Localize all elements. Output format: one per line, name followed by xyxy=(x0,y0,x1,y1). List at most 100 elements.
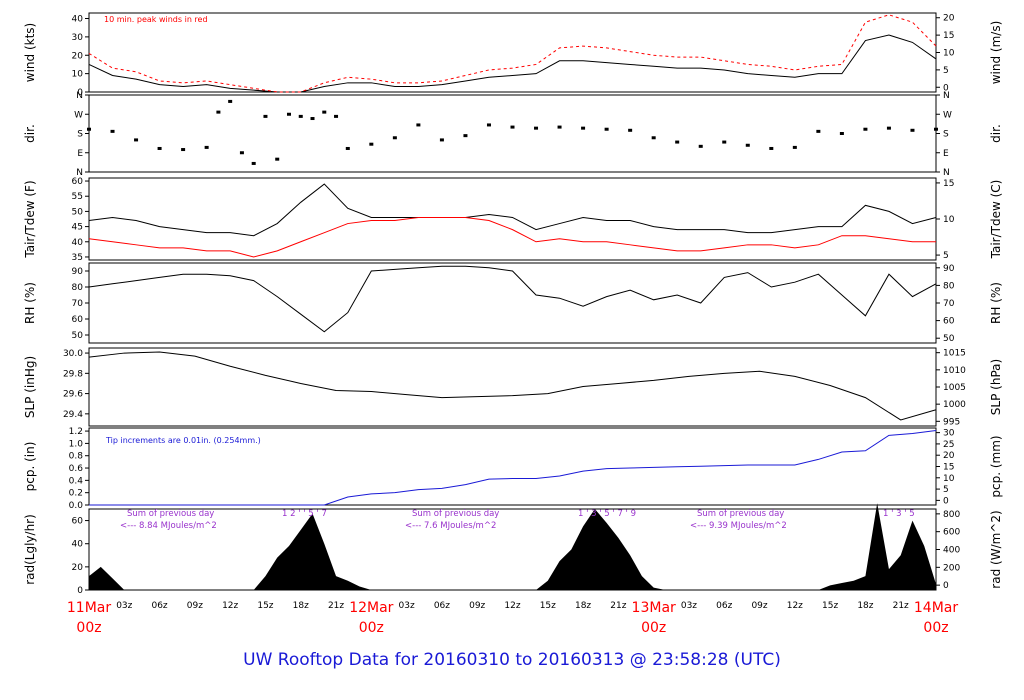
rad-annotation-title: Sum of previous day xyxy=(412,509,499,519)
tick-label-left-temperature: 45 xyxy=(72,223,83,233)
day-label-date: 12Mar xyxy=(349,600,393,616)
dir-point xyxy=(310,117,315,121)
ylabel-left-slp: SLP (inHg) xyxy=(23,356,37,418)
dir-point xyxy=(369,142,374,146)
dir-point xyxy=(698,144,703,148)
series-line-slp xyxy=(88,351,937,421)
tick-label-right-radiation: 0 xyxy=(943,581,949,591)
time-tick-label: 06z xyxy=(434,601,450,611)
tick-label-right-radiation: 800 xyxy=(943,510,960,520)
day-label-time: 00z xyxy=(359,620,384,636)
dir-point xyxy=(557,125,562,129)
dir-point xyxy=(204,145,209,149)
time-tick-label: 09z xyxy=(187,601,203,611)
tick-label-right-radiation: 200 xyxy=(943,563,960,573)
tick-label-left-slp: 29.6 xyxy=(63,390,83,400)
tick-label-left-temperature: 35 xyxy=(72,253,83,263)
dir-point xyxy=(839,132,844,135)
time-tick-label: 03z xyxy=(399,601,415,611)
day-label-date: 13Mar xyxy=(632,600,676,616)
tick-label-right-rh: 50 xyxy=(943,334,955,344)
ylabel-left-temperature: Tair/Tdew (F) xyxy=(23,180,37,258)
ylabel-left-wind: wind (kts) xyxy=(23,23,37,82)
dir-point xyxy=(934,127,938,131)
tick-label-right-precip: 15 xyxy=(943,463,954,473)
time-tick-label: 18z xyxy=(857,601,873,611)
tick-label-right-slp: 1015 xyxy=(943,349,966,359)
ylabel-right-temperature: Tair/Tdew (C) xyxy=(989,180,1003,260)
time-tick-label: 12z xyxy=(787,601,803,611)
tick-label-left-rh: 80 xyxy=(72,283,84,293)
tick-label-left-radiation: 40 xyxy=(72,540,84,550)
tick-label-left-temperature: 40 xyxy=(72,238,84,248)
tick-label-right-rh: 80 xyxy=(943,281,955,291)
rad-hour-marks: 1 ' 3 ' 5 xyxy=(883,509,915,519)
dir-point xyxy=(604,127,609,131)
tick-label-right-dir: N xyxy=(943,168,950,178)
tick-label-left-temperature: 50 xyxy=(72,207,84,217)
tick-label-right-wind: 10 xyxy=(943,49,955,59)
tick-label-right-precip: 10 xyxy=(943,474,955,484)
rad-hour-marks: 1 2 ' ' 5 ' 7 xyxy=(282,509,327,519)
ylabel-right-dir: dir. xyxy=(989,124,1003,143)
series-line-wind-0 xyxy=(88,34,937,93)
tick-label-right-precip: 20 xyxy=(943,451,955,461)
time-tick-label: 15z xyxy=(257,601,273,611)
tick-label-right-slp: 1010 xyxy=(943,366,966,376)
tick-label-right-rh: 70 xyxy=(943,299,955,309)
dir-point xyxy=(239,151,244,155)
tick-label-right-precip: 5 xyxy=(943,485,949,495)
tick-label-left-precip: 0.6 xyxy=(69,464,84,474)
rad-annotation-sum: <--- 7.6 MJoules/m^2 xyxy=(405,521,496,531)
tick-label-right-wind: 5 xyxy=(943,66,949,76)
precip-annotation: Tip increments are 0.01in. (0.254mm.) xyxy=(105,436,261,445)
tick-label-right-temperature: 10 xyxy=(943,215,955,225)
series-line-temperature-0 xyxy=(88,183,937,237)
dir-point xyxy=(534,126,539,130)
day-label-time: 00z xyxy=(923,620,948,636)
ylabel-left-radiation: rad(Lgly/hr) xyxy=(23,514,37,585)
dir-point xyxy=(298,114,303,118)
tick-label-left-dir: S xyxy=(77,130,83,140)
time-tick-label: 18z xyxy=(575,601,591,611)
tick-label-left-temperature: 55 xyxy=(72,192,83,202)
dir-point xyxy=(263,114,268,118)
day-label-time: 00z xyxy=(76,620,101,636)
ylabel-left-precip: pcp. (in) xyxy=(23,442,37,492)
time-tick-label: 09z xyxy=(469,601,485,611)
panel-frame-dir xyxy=(88,94,937,173)
tick-label-right-dir: E xyxy=(943,149,949,159)
tick-label-right-wind: 15 xyxy=(943,31,954,41)
tick-label-left-wind: 40 xyxy=(72,15,84,25)
tick-label-left-rh: 50 xyxy=(72,331,84,341)
time-tick-label: 03z xyxy=(116,601,132,611)
tick-label-right-slp: 1000 xyxy=(943,400,966,410)
tick-label-left-radiation: 20 xyxy=(72,563,84,573)
dir-point xyxy=(110,129,115,133)
series-line-rh xyxy=(88,265,937,333)
tick-label-left-precip: 0.0 xyxy=(69,501,84,511)
dir-point xyxy=(486,123,491,127)
tick-label-left-dir: E xyxy=(77,149,83,159)
time-tick-label: 21z xyxy=(328,601,344,611)
tick-label-left-precip: 0.2 xyxy=(69,489,83,499)
dir-point xyxy=(345,146,350,150)
tick-label-right-radiation: 600 xyxy=(943,528,960,538)
tick-label-left-precip: 0.8 xyxy=(69,452,84,462)
dir-point xyxy=(251,161,256,165)
time-tick-label: 18z xyxy=(293,601,309,611)
time-tick-label: 12z xyxy=(504,601,520,611)
dir-point xyxy=(910,128,915,132)
tick-label-left-rh: 90 xyxy=(72,267,84,277)
dir-point xyxy=(886,126,891,130)
dir-point xyxy=(439,138,444,142)
time-tick-label: 06z xyxy=(151,601,167,611)
weather-chart: wind (kts) wind (m/s)0102030400510152010 … xyxy=(23,12,1003,636)
panel-frame-wind xyxy=(88,12,937,93)
dir-point xyxy=(863,127,868,131)
time-tick-label: 15z xyxy=(822,601,838,611)
series-line-temperature-1 xyxy=(88,216,936,258)
tick-label-left-dir: N xyxy=(76,91,83,101)
time-tick-label: 09z xyxy=(751,601,767,611)
day-label-date: 11Mar xyxy=(67,600,111,616)
